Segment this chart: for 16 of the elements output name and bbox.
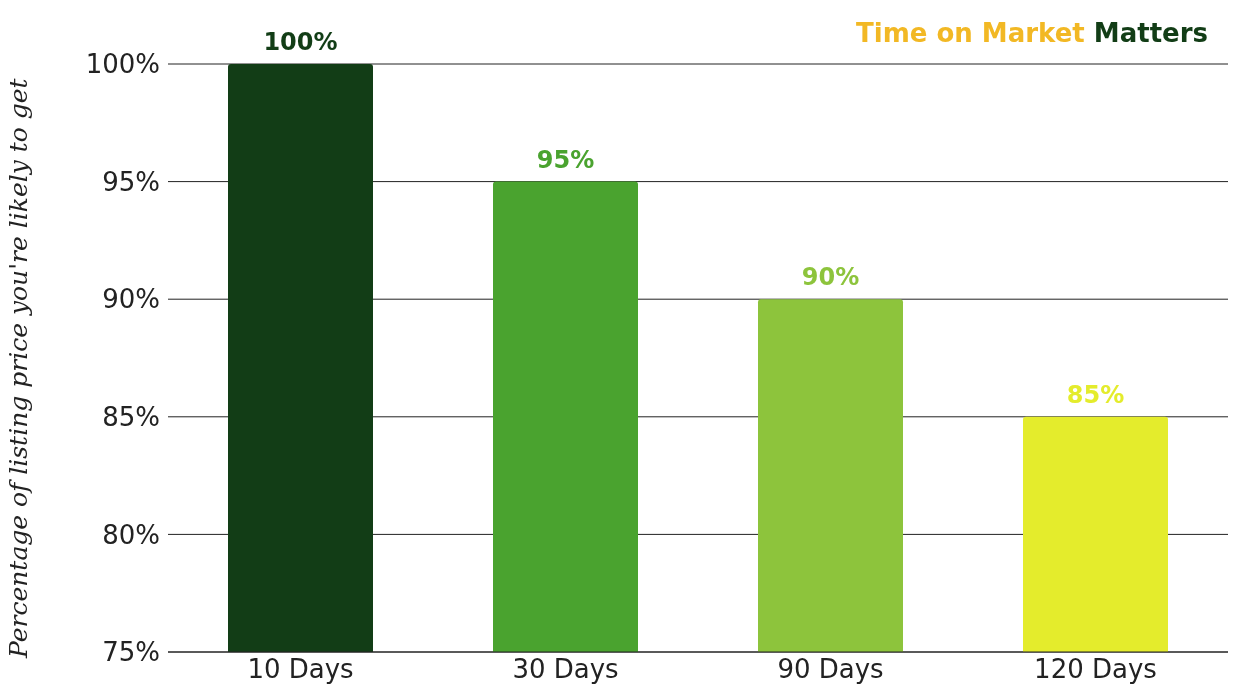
y-tick-label: 100% <box>85 49 160 80</box>
y-axis-title: Percentage of listing price you're likely to get <box>3 77 33 659</box>
x-tick-label: 10 Days <box>247 654 354 685</box>
chart-title: Time on Market Matters <box>855 18 1208 48</box>
data-label: 95% <box>536 145 595 174</box>
data-label: 100% <box>263 28 338 56</box>
data-label: 90% <box>801 263 860 292</box>
y-tick-label: 75% <box>102 637 160 668</box>
y-tick-label: 80% <box>102 519 160 550</box>
y-tick-label: 85% <box>102 402 160 433</box>
x-tick-label: 30 Days <box>512 654 619 685</box>
y-tick-label: 95% <box>102 166 160 197</box>
x-tick-label: 120 Days <box>1034 654 1157 685</box>
y-tick-label: 90% <box>102 284 160 315</box>
x-tick-label: 90 Days <box>777 654 884 685</box>
data-label: 85% <box>1066 380 1125 409</box>
